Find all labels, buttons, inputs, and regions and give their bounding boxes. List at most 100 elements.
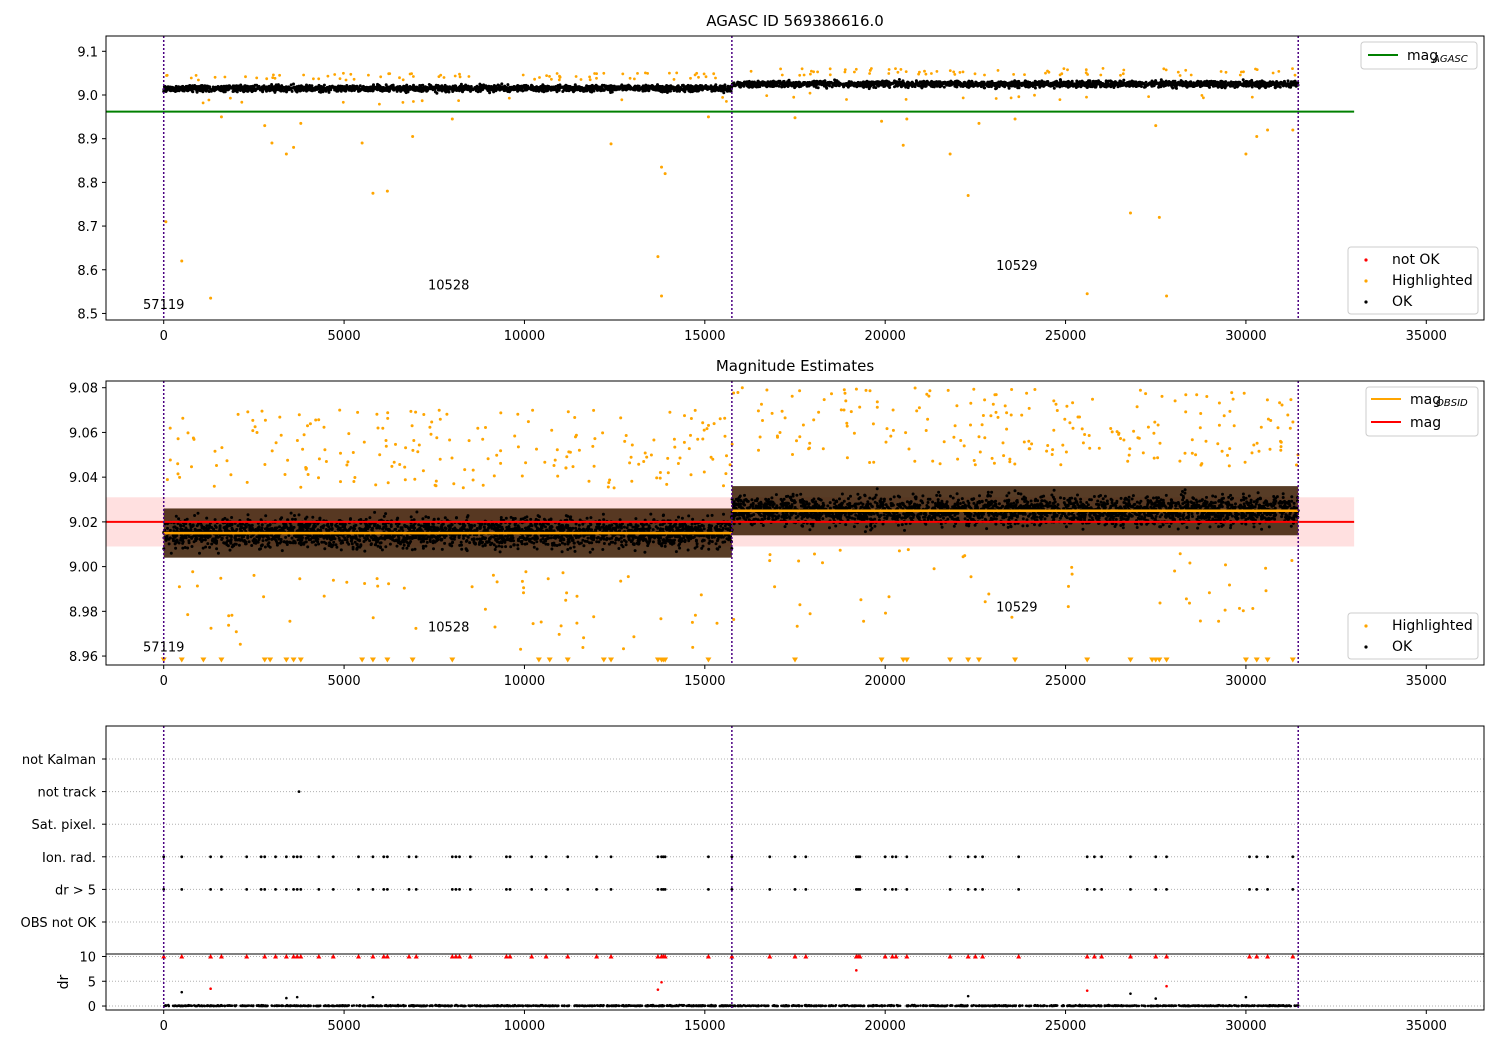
ok-point — [773, 80, 777, 84]
highlighted-point — [780, 73, 784, 77]
highlighted-point — [779, 67, 782, 71]
ok-point — [675, 86, 679, 90]
highlighted-point — [948, 69, 952, 72]
highlighted-outlier — [656, 255, 660, 259]
ok-point — [218, 88, 221, 92]
ok-point — [811, 82, 815, 86]
ok-point — [989, 85, 993, 89]
ok-point — [174, 88, 178, 92]
highlighted-point — [868, 72, 871, 75]
ok-point — [372, 88, 375, 91]
highlighted-point — [620, 98, 624, 102]
highlighted-outlier — [948, 152, 952, 156]
highlighted-point — [1085, 95, 1088, 99]
ok-point — [403, 89, 407, 93]
legend-label-ok: OK — [1392, 294, 1413, 310]
ok-point — [1220, 80, 1224, 84]
ok-point — [663, 85, 667, 89]
ok-point — [671, 85, 675, 89]
ok-point — [226, 87, 230, 91]
ok-point — [267, 84, 271, 88]
ok-point — [328, 85, 332, 88]
ok-point — [798, 81, 802, 85]
ok-point — [836, 80, 840, 84]
ok-point — [448, 85, 452, 89]
ok-point — [494, 89, 498, 93]
highlighted-point — [165, 73, 169, 77]
highlighted-point — [1219, 70, 1223, 73]
ok-point — [1247, 81, 1251, 85]
highlighted-point — [828, 73, 832, 77]
highlighted-point — [1044, 71, 1047, 75]
ok-point — [534, 88, 537, 92]
ok-point — [740, 83, 744, 87]
highlighted-point — [809, 72, 812, 76]
ok-point — [847, 80, 851, 84]
ok-point — [994, 87, 998, 91]
ok-point — [365, 87, 369, 91]
ok-point — [497, 84, 501, 88]
ok-point — [858, 81, 862, 85]
ok-point — [1110, 80, 1114, 84]
ok-point — [292, 82, 295, 86]
ok-point — [347, 85, 351, 89]
ok-point — [801, 82, 805, 86]
highlighted-outlier — [1165, 294, 1169, 298]
ok-point — [1123, 82, 1127, 86]
highlighted-outlier — [385, 189, 389, 193]
highlighted-outlier — [706, 115, 710, 119]
ok-point — [725, 89, 729, 93]
ok-point — [510, 86, 514, 90]
ok-point — [246, 89, 250, 93]
ok-point — [907, 82, 911, 86]
ok-point — [970, 80, 974, 84]
highlighted-point — [458, 72, 461, 76]
highlighted-point — [412, 75, 415, 78]
highlighted-outlier — [1013, 117, 1017, 121]
ok-point — [1264, 85, 1268, 89]
ok-point — [573, 549, 577, 553]
ok-point — [418, 89, 422, 93]
ok-point — [1086, 81, 1090, 85]
y-tick-label: 8.5 — [77, 307, 98, 322]
ok-point — [656, 87, 660, 91]
ok-point — [867, 82, 871, 86]
ok-point — [215, 87, 219, 91]
ok-point — [319, 85, 323, 88]
highlighted-point — [557, 78, 561, 82]
x-tick-label: 5000 — [328, 329, 361, 344]
ok-point — [1144, 80, 1148, 84]
ok-point — [1077, 80, 1081, 84]
ok-point — [655, 85, 659, 89]
ok-point — [322, 88, 326, 92]
ok-point — [247, 87, 251, 91]
ok-point — [1103, 83, 1107, 87]
ok-point — [1122, 78, 1126, 82]
highlighted-point — [749, 69, 753, 73]
ok-point — [328, 88, 332, 92]
ok-point — [508, 90, 511, 94]
ok-point — [606, 88, 610, 92]
highlighted-outlier — [901, 143, 905, 147]
ok-point — [930, 79, 934, 83]
ok-point — [1273, 85, 1277, 89]
ok-point — [280, 84, 284, 88]
ok-point — [843, 82, 847, 86]
ok-point — [986, 82, 990, 86]
highlighted-point — [1058, 98, 1062, 101]
ok-point — [343, 86, 347, 90]
ok-point — [831, 82, 835, 86]
ok-point — [327, 90, 331, 94]
highlighted-point — [401, 101, 405, 104]
highlighted-point — [387, 72, 391, 76]
highlighted-point — [924, 72, 928, 76]
ok-point — [1012, 82, 1016, 86]
ok-point — [1008, 81, 1011, 85]
ok-point — [622, 87, 626, 91]
highlighted-point — [344, 78, 348, 82]
ok-point — [558, 83, 562, 87]
ok-point — [390, 84, 394, 87]
ok-point — [398, 85, 402, 89]
ok-point — [755, 85, 759, 89]
